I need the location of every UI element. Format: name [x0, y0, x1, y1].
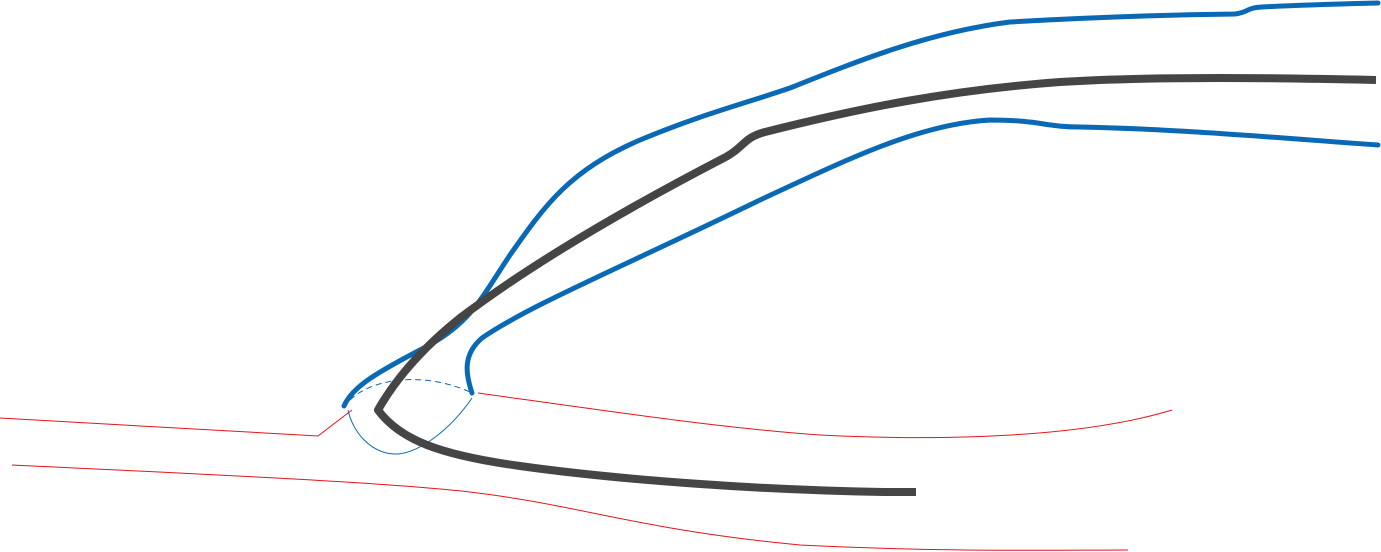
upper-curve	[341, 0, 1381, 409]
lower-curve	[464, 117, 1381, 396]
outline-line	[0, 409, 353, 437]
outline-line	[11, 464, 1129, 551]
center-curve	[374, 74, 1377, 496]
detail-arc	[347, 397, 473, 455]
outline-line	[477, 392, 1173, 439]
